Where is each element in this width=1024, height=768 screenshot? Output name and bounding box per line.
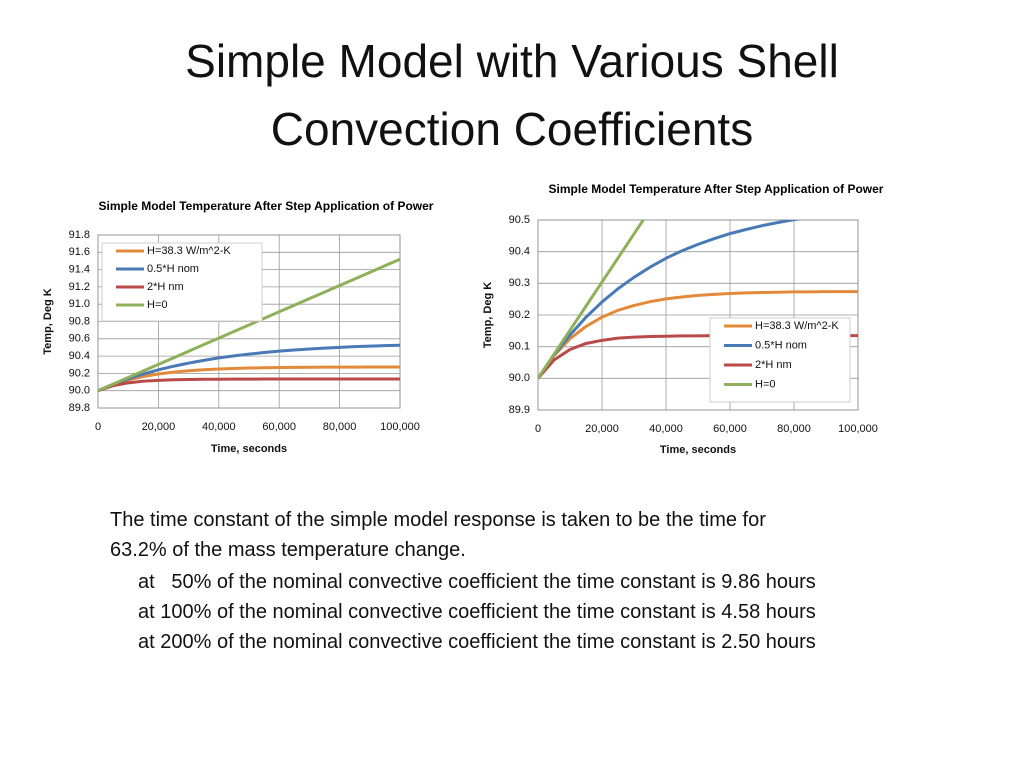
legend-label: 0.5*H nom	[755, 339, 807, 351]
x-axis-label: Time, seconds	[660, 444, 736, 456]
y-tick-label: 90.4	[509, 246, 530, 258]
y-tick-label: 90.6	[69, 333, 90, 345]
legend-box	[101, 242, 263, 322]
x-tick-label: 60,000	[713, 423, 747, 435]
x-tick-label: 40,000	[202, 421, 236, 433]
y-tick-label: 89.9	[509, 404, 530, 416]
bullet-text: at 100% of the nominal convective coeffi…	[138, 601, 816, 623]
legend-label: 0.5*H nom	[147, 263, 199, 275]
legend-box	[709, 317, 851, 403]
y-tick-label: 89.8	[69, 402, 90, 414]
y-tick-label: 91.0	[69, 298, 90, 310]
y-axis-label: Temp, Deg K	[42, 288, 54, 354]
body-text: 63.2% of the mass temperature change.	[110, 539, 466, 561]
x-tick-label: 20,000	[142, 421, 176, 433]
x-tick-label: 60,000	[262, 421, 296, 433]
y-tick-label: 90.8	[69, 315, 90, 327]
legend-label: 2*H nm	[147, 281, 184, 293]
x-axis-label: Time, seconds	[211, 443, 287, 455]
legend-label: H=38.3 W/m^2-K	[755, 320, 839, 332]
y-tick-label: 90.0	[69, 385, 90, 397]
y-tick-label: 91.8	[69, 229, 90, 241]
legend-label: H=0	[755, 378, 776, 390]
y-tick-label: 90.4	[69, 350, 90, 362]
x-tick-label: 100,000	[380, 421, 420, 433]
x-tick-label: 20,000	[585, 423, 619, 435]
y-axis-label: Temp, Deg K	[482, 282, 494, 348]
x-tick-label: 80,000	[323, 421, 357, 433]
series-line	[538, 220, 646, 380]
y-tick-label: 90.1	[509, 341, 530, 353]
series-line	[98, 365, 400, 393]
legend-label: H=38.3 W/m^2-K	[147, 245, 231, 257]
series-line	[538, 220, 802, 380]
y-tick-label: 90.0	[509, 372, 530, 384]
bullet-text: at 200% of the nominal convective coeffi…	[138, 631, 816, 653]
series-line	[98, 257, 400, 393]
y-tick-label: 90.2	[69, 367, 90, 379]
x-tick-label: 0	[535, 423, 541, 435]
x-tick-label: 100,000	[838, 423, 878, 435]
x-tick-label: 40,000	[649, 423, 683, 435]
y-tick-label: 91.2	[69, 281, 90, 293]
x-tick-label: 0	[95, 421, 101, 433]
y-tick-label: 91.6	[69, 246, 90, 258]
x-tick-label: 80,000	[777, 423, 811, 435]
slide-title: Simple Model with Various Shell	[185, 35, 839, 87]
chart-title: Simple Model Temperature After Step Appl…	[548, 182, 884, 196]
y-tick-label: 91.4	[69, 264, 90, 276]
legend-label: H=0	[147, 299, 168, 311]
y-tick-label: 90.3	[509, 277, 530, 289]
series-line	[98, 377, 400, 393]
body-text: The time constant of the simple model re…	[110, 509, 766, 531]
chart-title: Simple Model Temperature After Step Appl…	[98, 199, 434, 213]
y-tick-label: 90.2	[509, 309, 530, 321]
bullet-text: at 50% of the nominal convective coeffic…	[138, 571, 816, 593]
series-line	[98, 343, 400, 393]
slide-title: Convection Coefficients	[270, 103, 754, 155]
series-line	[538, 290, 858, 380]
legend-label: 2*H nm	[755, 359, 792, 371]
y-tick-label: 90.5	[509, 214, 530, 226]
